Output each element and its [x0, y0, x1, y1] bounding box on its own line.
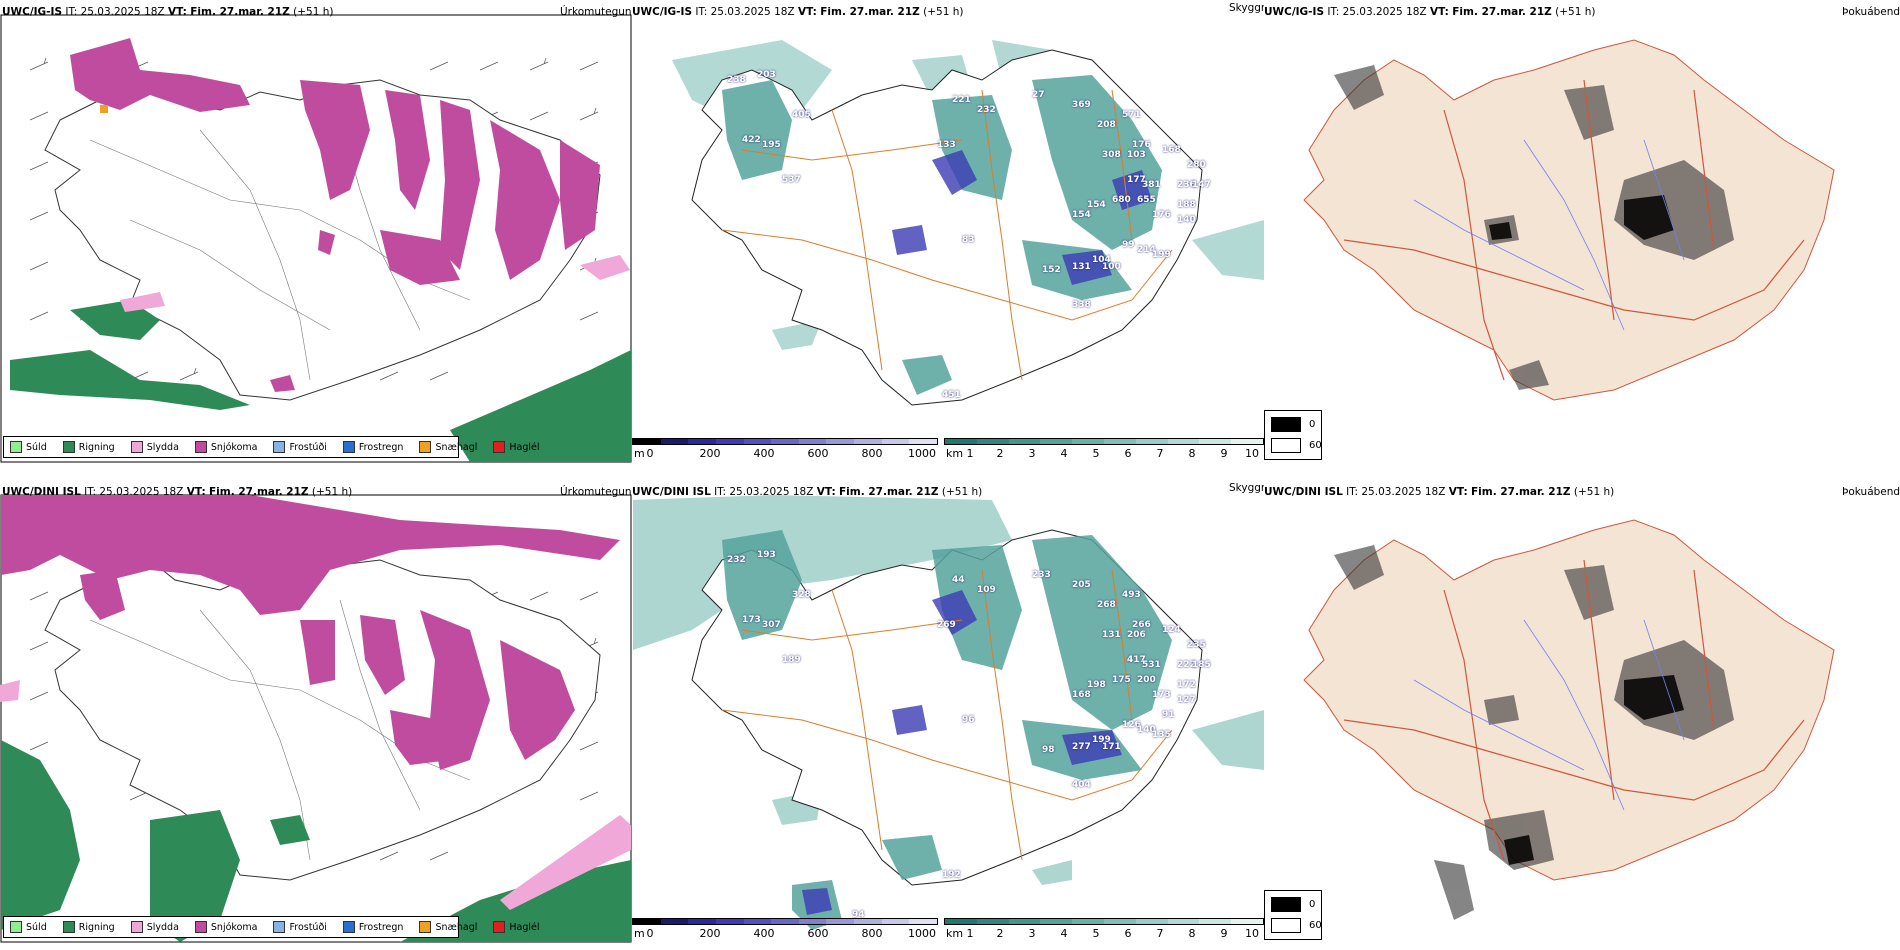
- visibility-colorbar-m: m 0 200 400 600 800 1000: [632, 918, 938, 940]
- swatch-icon: [1271, 438, 1301, 453]
- legend-item: Rigning: [62, 441, 115, 453]
- model-name: UWC/IG-IS: [2, 6, 63, 18]
- swatch-icon: [130, 441, 143, 453]
- legend-item: Haglél: [493, 441, 540, 453]
- swatch-icon: [62, 441, 75, 453]
- precip-type-panel: UWC/DINI ISL IT: 25.03.2025 18Z VT: Fim.…: [0, 480, 632, 950]
- swatch-icon: [493, 441, 506, 453]
- legend-item: Slydda: [130, 921, 179, 933]
- swatch-icon: [273, 921, 286, 933]
- panel-title: Úrkomutegund: [560, 486, 632, 498]
- visibility-panel: UWC/IG-IS IT: 25.03.2025 18Z VT: Fim. 27…: [632, 0, 1264, 470]
- legend-item: Frostregn: [342, 441, 403, 453]
- visibility-colorbar-km: km 1 2 3 4 5 6 7 8 9 10: [944, 918, 1264, 940]
- colorbar-m-bar: [632, 918, 938, 925]
- legend-item: Frostúði: [273, 441, 327, 453]
- legend-item: Súld: [10, 441, 47, 453]
- swatch-icon: [1271, 897, 1301, 912]
- swatch-icon: [10, 921, 22, 933]
- swatch-icon: [10, 441, 22, 453]
- header-bottom-vis-model: UWC/DINI ISL IT: 25.03.2025 18Z VT: Fim.…: [632, 486, 983, 498]
- it-value: 25.03.2025 18Z: [80, 6, 165, 18]
- vt-label: VT:: [167, 6, 187, 18]
- cloud-legend: 0 60: [1264, 410, 1322, 460]
- swatch-icon: [1271, 417, 1301, 432]
- header-top-vis-model: UWC/IG-IS IT: 25.03.2025 18Z VT: Fim. 27…: [632, 6, 964, 18]
- lead-time: (+51 h): [311, 486, 353, 498]
- panel-title: Þokuábendi: [1842, 6, 1900, 18]
- model-row-bottom: UWC/DINI ISL IT: 25.03.2025 18Z VT: Fim.…: [0, 480, 1900, 950]
- cloud-legend: 0 60: [1264, 890, 1322, 940]
- swatch-icon: [342, 921, 355, 933]
- colorbar-km-bar: [944, 918, 1264, 925]
- header-top-fog-model: UWC/IG-IS IT: 25.03.2025 18Z VT: Fim. 27…: [1264, 6, 1596, 18]
- lead-time: (+51 h): [293, 6, 334, 18]
- swatch-icon: [419, 921, 432, 933]
- it-value: 25.03.2025 18Z: [99, 486, 184, 498]
- header-top-precip: UWC/IG-IS IT: 25.03.2025 18Z VT: Fim. 27…: [2, 6, 333, 18]
- precip-legend: Súld Rigning Slydda Snjókoma Frostúði Fr…: [3, 436, 540, 458]
- legend-item: Slydda: [130, 441, 179, 453]
- model-name: UWC/DINI ISL: [2, 486, 81, 498]
- fog-map: [1303, 519, 1835, 920]
- swatch-icon: [62, 921, 75, 933]
- panel-title: Skyggni: [1229, 482, 1264, 494]
- swatch-icon: [194, 441, 207, 453]
- swatch-icon: [419, 441, 432, 453]
- vt-label: VT:: [186, 486, 206, 498]
- swatch-icon: [1271, 918, 1301, 933]
- vt-value: Fim. 27.mar. 21Z: [209, 486, 309, 498]
- legend-item: Haglél: [493, 921, 540, 933]
- visibility-colorbar-km: km 1 2 3 4 5 6 7 8 9 10: [944, 438, 1264, 460]
- header-bottom-fog-model: UWC/DINI ISL IT: 25.03.2025 18Z VT: Fim.…: [1264, 486, 1615, 498]
- fog-panel: UWC/DINI ISL IT: 25.03.2025 18Z VT: Fim.…: [1264, 480, 1900, 950]
- fog-panel: UWC/IG-IS IT: 25.03.2025 18Z VT: Fim. 27…: [1264, 0, 1900, 470]
- legend-item: Snjókoma: [194, 441, 257, 453]
- precip-type-map: [0, 494, 632, 943]
- swatch-icon: [130, 921, 143, 933]
- visibility-colorbar-m: m 0 200 400 600 800 1000: [632, 438, 938, 460]
- fog-map: [1303, 39, 1835, 401]
- panel-title: Þokuábendi: [1842, 486, 1900, 498]
- colorbar-km-bar: [944, 438, 1264, 445]
- panel-title: Skyggni: [1229, 2, 1264, 14]
- legend-item: Snjókoma: [194, 921, 257, 933]
- model-row-top: UWC/IG-IS IT: 25.03.2025 18Z VT: Fim. 27…: [0, 0, 1900, 470]
- visibility-map: [633, 495, 1264, 930]
- visibility-map: [672, 40, 1264, 406]
- header-bottom-precip: UWC/DINI ISL IT: 25.03.2025 18Z VT: Fim.…: [2, 486, 352, 498]
- precip-legend: Súld Rigning Slydda Snjókoma Frostúði Fr…: [3, 916, 540, 938]
- legend-item: Súld: [10, 921, 47, 933]
- swatch-icon: [194, 921, 207, 933]
- precip-type-map: [0, 14, 632, 463]
- swatch-icon: [493, 921, 506, 933]
- panel-title: Úrkomutegund: [560, 6, 632, 18]
- colorbar-m-bar: [632, 438, 938, 445]
- swatch-icon: [273, 441, 286, 453]
- vt-value: Fim. 27.mar. 21Z: [190, 6, 290, 18]
- legend-item: Frostregn: [342, 921, 403, 933]
- visibility-panel: UWC/DINI ISL IT: 25.03.2025 18Z VT: Fim.…: [632, 480, 1264, 950]
- it-label: IT:: [84, 486, 97, 498]
- swatch-icon: [342, 441, 355, 453]
- legend-item: Snæhagl: [419, 921, 477, 933]
- legend-item: Frostúði: [273, 921, 327, 933]
- precip-type-panel: UWC/IG-IS IT: 25.03.2025 18Z VT: Fim. 27…: [0, 0, 632, 470]
- it-label: IT:: [65, 6, 78, 18]
- legend-item: Snæhagl: [419, 441, 477, 453]
- legend-item: Rigning: [62, 921, 115, 933]
